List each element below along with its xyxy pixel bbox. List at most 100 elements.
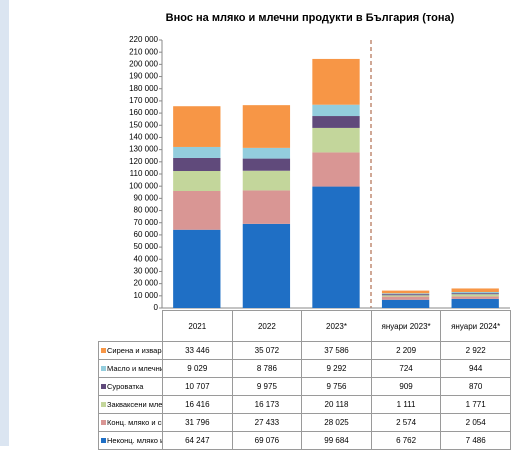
bar-segment — [451, 296, 499, 299]
x-tick-label: 2022 — [231, 310, 303, 342]
y-tick-label: 210 000 — [129, 47, 158, 56]
bar-segment — [381, 299, 430, 308]
y-tick-label: 140 000 — [129, 133, 158, 142]
data-label: 27 433 — [231, 413, 303, 432]
legend-label: Конц. мляко и сметана — [107, 418, 162, 427]
bar-segment — [381, 290, 430, 294]
y-tick-label: 60 000 — [134, 230, 159, 239]
x-tick-label: януари 2024* — [440, 310, 511, 342]
corner-cell — [98, 310, 163, 342]
data-label: 33 446 — [162, 341, 233, 360]
legend-swatch — [101, 402, 106, 407]
data-label: 20 118 — [301, 395, 372, 414]
table-row: Сирена и извара 33 446 35 072 37 586 2 209 2 … — [98, 341, 511, 360]
bar-segment — [381, 293, 430, 295]
bar-segment — [242, 223, 291, 308]
data-label: 724 — [370, 359, 442, 378]
data-label: 2 054 — [440, 413, 511, 432]
table-header-row: 2021 2022 2023* януари 2023* януари 2024* — [98, 310, 511, 342]
data-label: 2 574 — [370, 413, 442, 432]
data-label: 31 796 — [162, 413, 233, 432]
legend-label: Суроватка — [107, 382, 144, 391]
bar-segment — [242, 105, 291, 148]
bar-segment — [173, 157, 221, 172]
bar-segment — [312, 127, 360, 153]
y-tick-label: 190 000 — [129, 72, 158, 81]
legend-swatch — [101, 438, 106, 443]
bar-segment — [451, 294, 499, 297]
data-label: 909 — [370, 377, 442, 396]
data-label: 10 707 — [162, 377, 233, 396]
data-table: 2021 2022 2023* януари 2023* януари 2024* Сир… — [98, 310, 511, 450]
legend-entry: Масло и млечни мазнини — [98, 359, 163, 378]
data-label: 16 173 — [231, 395, 303, 414]
data-label: 99 684 — [301, 431, 372, 450]
bar-segment — [312, 116, 360, 128]
bar-segment — [173, 146, 221, 158]
bar-segment — [451, 293, 499, 295]
y-tick-label: 70 000 — [134, 218, 159, 227]
bar-segment — [451, 292, 499, 294]
bar-segment — [242, 147, 291, 159]
bar-segment — [242, 158, 291, 171]
y-tick-label: 150 000 — [129, 120, 158, 129]
data-label: 35 072 — [231, 341, 303, 360]
data-label: 64 247 — [162, 431, 233, 450]
y-tick-label: 50 000 — [134, 242, 159, 251]
data-label: 9 975 — [231, 377, 303, 396]
data-label: 28 025 — [301, 413, 372, 432]
data-label: 9 029 — [162, 359, 233, 378]
chart-title: Внос на мляко и млечни продукти в Българ… — [166, 12, 455, 24]
data-label: 9 292 — [301, 359, 372, 378]
bar-segment — [381, 295, 430, 297]
y-tick-label: 90 000 — [134, 193, 159, 202]
bar-segment — [242, 190, 291, 224]
data-label: 870 — [440, 377, 511, 396]
data-label: 2 922 — [440, 341, 511, 360]
y-tick-label: 40 000 — [134, 254, 159, 263]
bar-segment — [312, 186, 360, 308]
legend-label: Неконц. мляко и сметана — [107, 436, 162, 445]
bar-segment — [312, 58, 360, 105]
table-row: Суроватка 10 707 9 975 9 756 909 870 — [98, 377, 511, 396]
y-tick-label: 110 000 — [130, 169, 159, 178]
x-tick-label: 2023* — [301, 310, 372, 342]
y-tick-label: 130 000 — [129, 145, 158, 154]
x-tick-label: януари 2023* — [370, 310, 442, 342]
bar-segment — [312, 104, 360, 117]
y-tick-label: 20 000 — [134, 279, 159, 288]
side-strip — [0, 0, 9, 446]
bar-segment — [173, 229, 221, 308]
legend-label: Закваксени млека и сметана — [107, 400, 163, 409]
bar-segment — [312, 152, 360, 187]
data-label: 1 771 — [440, 395, 511, 414]
data-label: 944 — [440, 359, 511, 378]
legend-swatch — [101, 384, 106, 389]
data-label: 6 762 — [370, 431, 442, 450]
data-label: 7 486 — [440, 431, 511, 450]
data-label: 16 416 — [162, 395, 233, 414]
legend-label: Сирена и извара — [107, 346, 163, 355]
data-label: 9 756 — [301, 377, 372, 396]
legend-swatch — [101, 348, 106, 353]
data-label: 69 076 — [231, 431, 303, 450]
legend-entry: Закваксени млека и сметана — [98, 395, 163, 414]
bar-segment — [173, 106, 221, 147]
y-tick-label: 30 000 — [134, 267, 159, 276]
bar-segment — [381, 296, 430, 300]
bar-segment — [173, 171, 221, 192]
legend-entry: Сирена и извара — [98, 341, 163, 360]
data-label: 8 786 — [231, 359, 303, 378]
y-tick-label: 100 000 — [129, 181, 158, 190]
legend-entry: Суроватка — [98, 377, 163, 396]
y-tick-label: 220 000 — [129, 35, 158, 44]
y-tick-label: 80 000 — [134, 206, 159, 215]
x-tick-label: 2021 — [162, 310, 233, 342]
data-label: 2 209 — [370, 341, 442, 360]
bar-segment — [381, 294, 430, 296]
legend-entry: Конц. мляко и сметана — [98, 413, 163, 432]
